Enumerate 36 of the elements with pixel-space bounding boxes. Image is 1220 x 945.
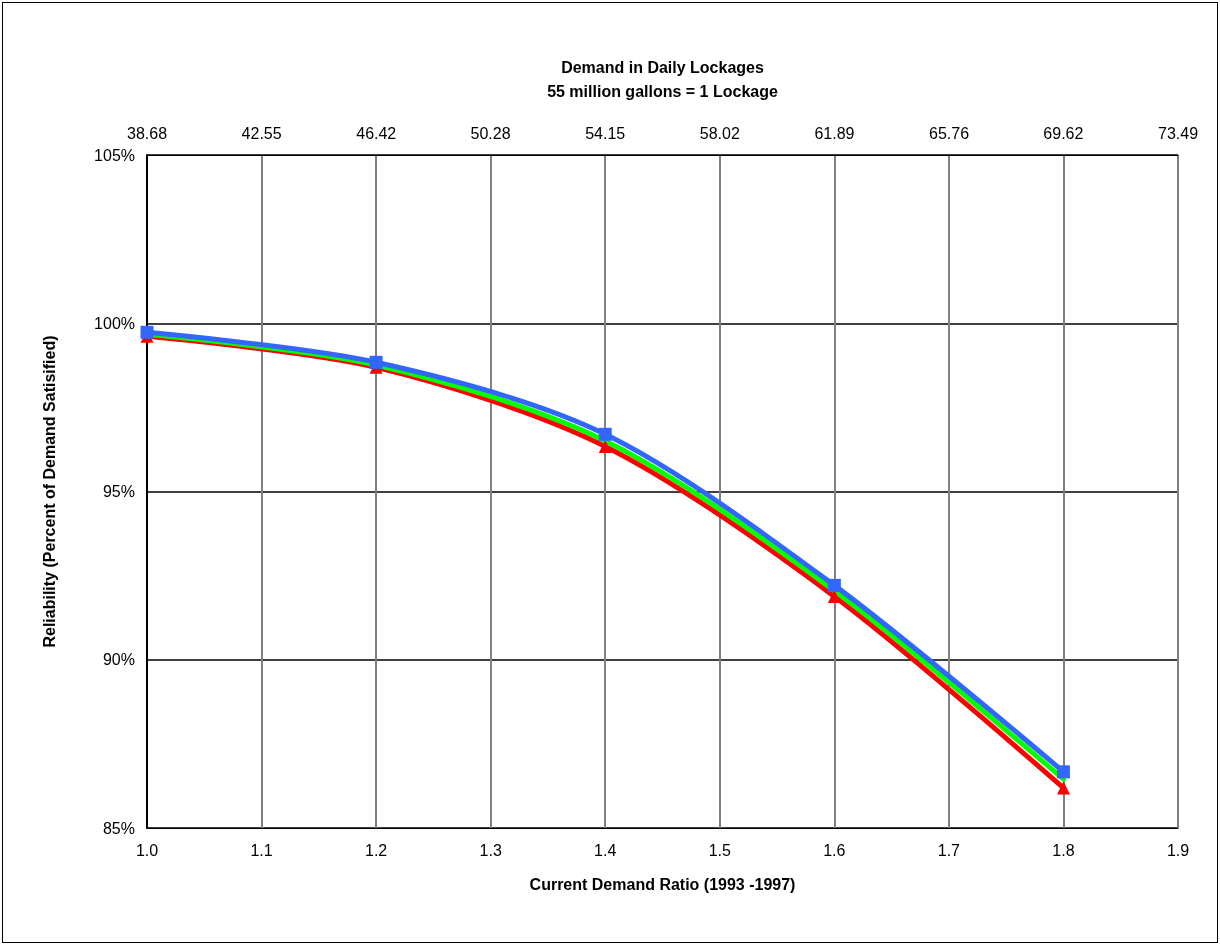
x2-tick-label: 50.28 xyxy=(470,124,511,142)
x-tick-label: 1.6 xyxy=(823,841,846,859)
x-tick-label: 1.4 xyxy=(594,841,617,859)
x-tick-label: 1.8 xyxy=(1052,841,1075,859)
point xyxy=(598,427,612,441)
y-tick-label: 85% xyxy=(102,819,135,837)
point xyxy=(598,439,612,453)
point xyxy=(1056,781,1070,795)
y-tick-label: 90% xyxy=(102,651,135,669)
point xyxy=(827,578,841,592)
x-tick-label: 1.2 xyxy=(364,841,388,859)
point xyxy=(827,589,841,603)
x-tick-label: 1.3 xyxy=(479,841,502,859)
x2-tick-label: 46.42 xyxy=(356,124,397,142)
x-axis-title: Current Demand Ratio (1993 -1997) xyxy=(529,875,796,893)
y-tick-label: 105% xyxy=(94,146,135,164)
x2-tick-label: 69.62 xyxy=(1043,124,1084,142)
point xyxy=(369,355,383,369)
x-tick-label: 1.7 xyxy=(937,841,961,859)
x2-tick-label: 65.76 xyxy=(929,124,970,142)
x2-tick-label: 54.15 xyxy=(585,124,626,142)
x-tick-label: 1.1 xyxy=(250,841,273,859)
x-tick-label: 1.0 xyxy=(135,841,159,859)
x-tick-label: 1.5 xyxy=(708,841,731,859)
x2-tick-label: 58.02 xyxy=(699,124,740,142)
y-axis-title: Reliability (Percent of Demand Satisified) xyxy=(40,335,58,648)
y-tick-label: 100% xyxy=(94,314,135,332)
point xyxy=(140,325,154,339)
x-tick-label: 1.9 xyxy=(1166,841,1190,859)
x2-axis-title: Demand in Daily Lockages 55 million gallons = 1 Lockage xyxy=(547,58,778,100)
y-tick-label: 95% xyxy=(102,483,135,500)
point xyxy=(1056,765,1070,779)
x2-tick-label: 38.68 xyxy=(126,124,168,142)
x2-tick-label: 73.49 xyxy=(1157,124,1199,142)
x2-tick-label: 61.89 xyxy=(814,124,855,142)
x2-tick-label: 42.55 xyxy=(241,124,282,142)
